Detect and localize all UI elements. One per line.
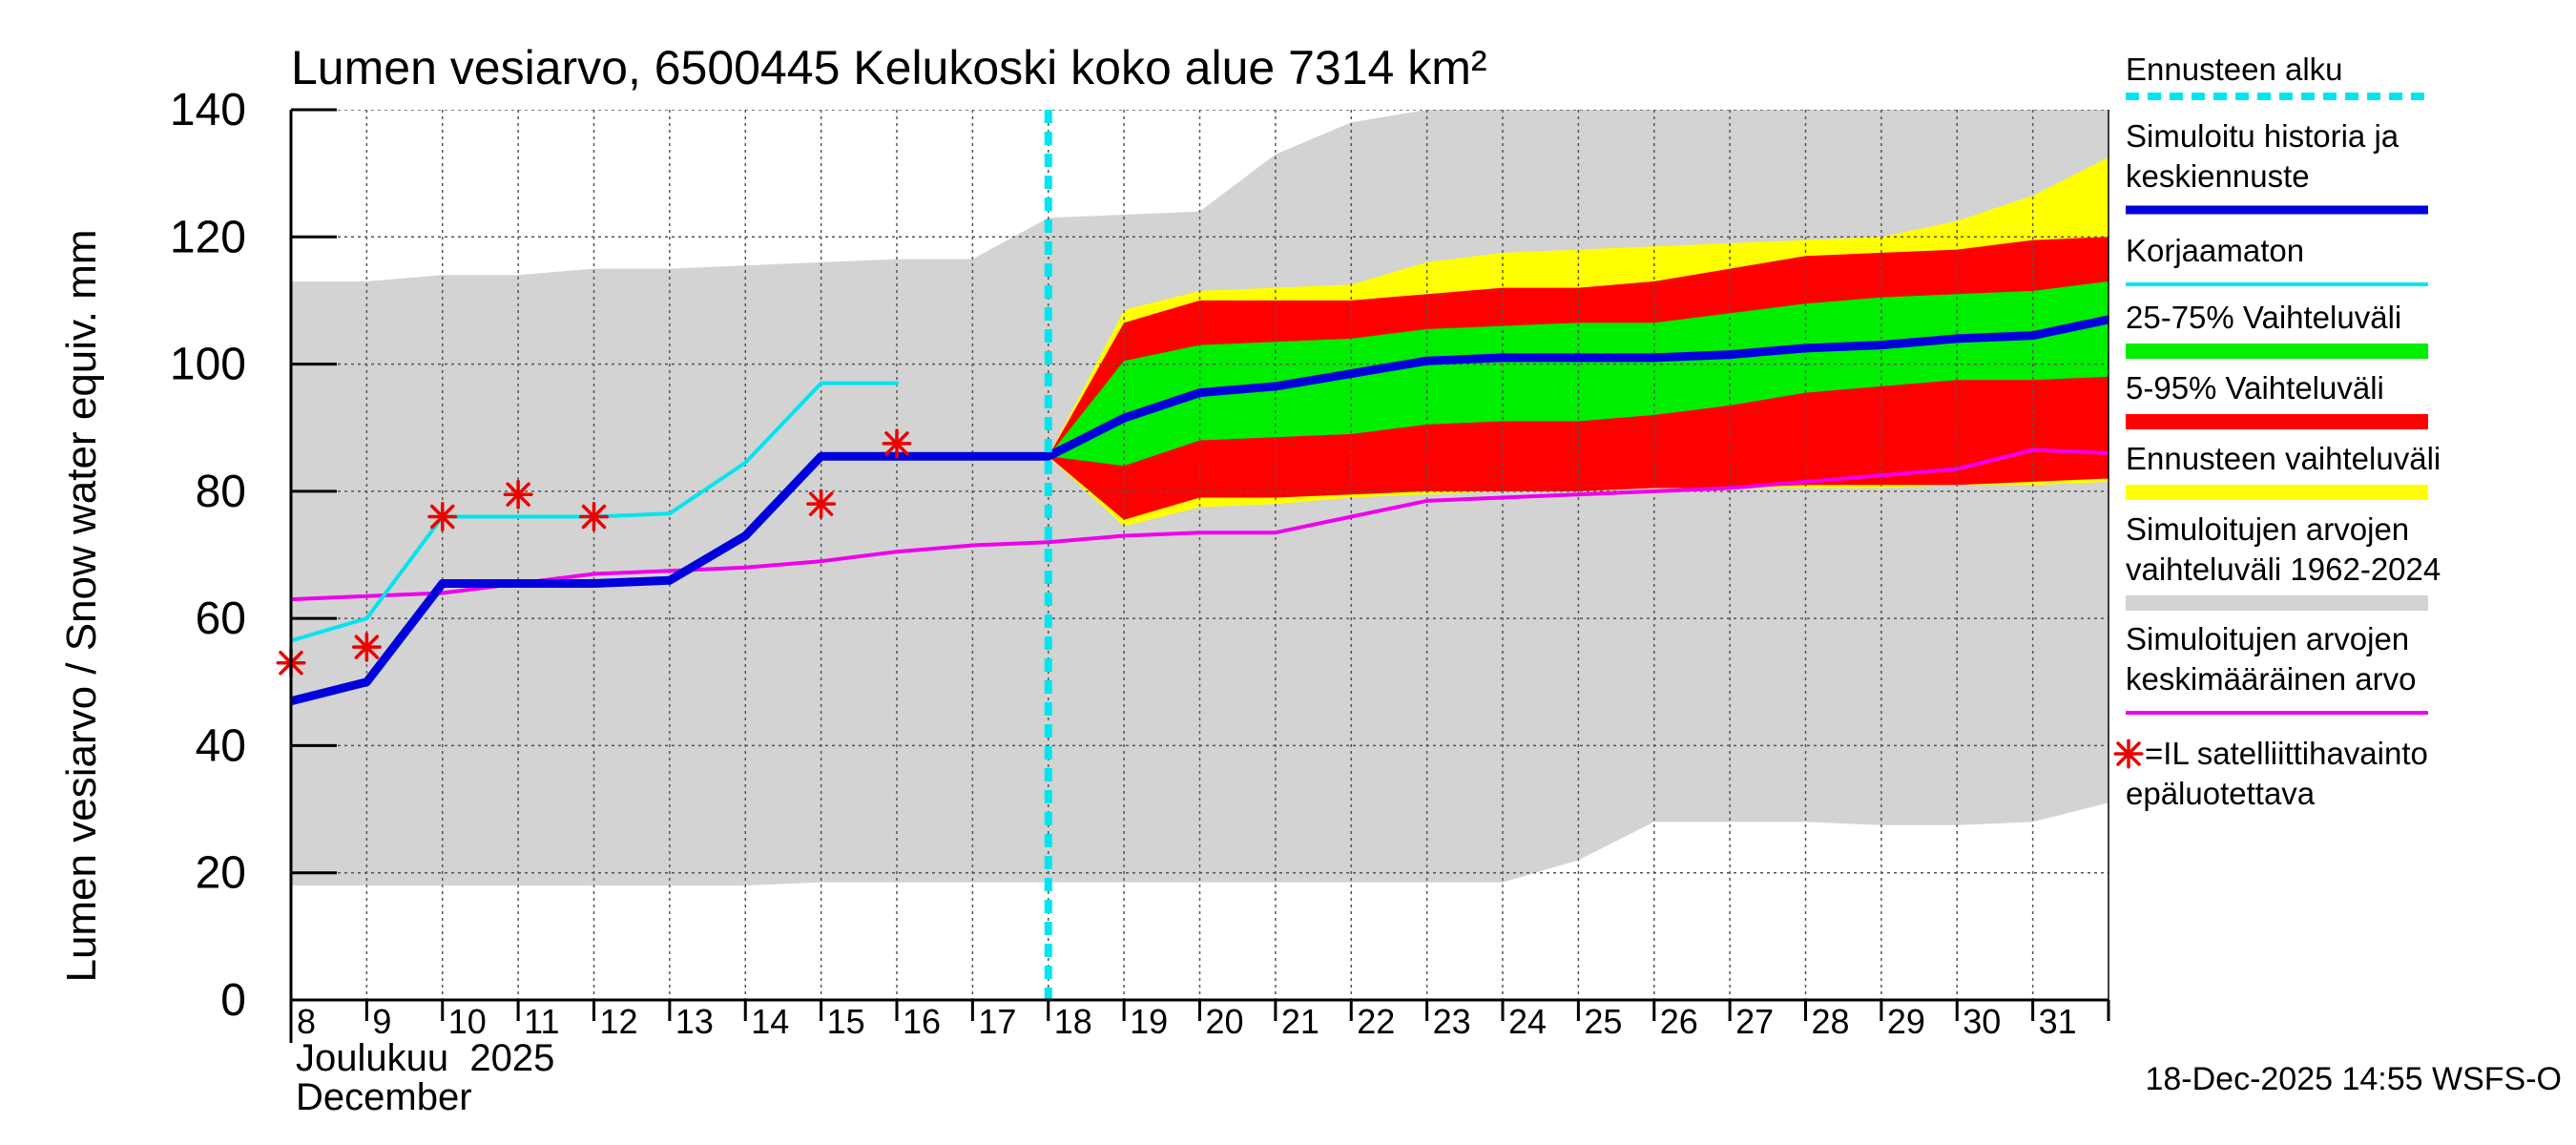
satellite-point (579, 502, 609, 532)
x-tick-label: 19 (1130, 1002, 1168, 1041)
legend-label: 25-75% Vaihteluväli (2126, 300, 2401, 335)
x-tick-label: 31 (2039, 1002, 2077, 1041)
legend-label: Ennusteen alku (2126, 52, 2343, 87)
y-tick-label: 0 (220, 975, 246, 1026)
legend-label: Simuloitujen arvojen (2126, 621, 2409, 656)
legend-entry: =IL satelliittihavainto epäluotettava (2113, 736, 2428, 811)
x-tick-label: 22 (1357, 1002, 1395, 1041)
x-tick-label: 20 (1206, 1002, 1244, 1041)
legend-label: vaihteluväli 1962-2024 (2126, 552, 2441, 587)
plot-area: 0 20 40 60 80 100 120 140 8 9 10 11 12 13 14 15 16 17 18 19… (170, 85, 2110, 1043)
x-axis-month-fi: Joulukuu 2025 (296, 1037, 554, 1079)
y-tick-label: 140 (170, 85, 246, 135)
legend-swatch (2126, 595, 2428, 611)
legend-star (2113, 739, 2144, 769)
x-tick-label: 15 (827, 1002, 865, 1041)
x-tick-label: 9 (372, 1002, 391, 1041)
x-tick-label: 23 (1433, 1002, 1471, 1041)
y-tick-label: 100 (170, 340, 246, 390)
legend-label: epäluotettava (2126, 776, 2316, 811)
legend-entry: Simuloitu historia ja keskiennuste (2126, 118, 2428, 215)
x-tick-label: 11 (524, 1002, 559, 1041)
footer-timestamp: 18-Dec-2025 14:55 WSFS-O (2145, 1061, 2562, 1097)
y-axis-label: Lumen vesiarvo / Snow water equiv. mm (58, 229, 105, 982)
legend-swatch (2126, 485, 2428, 500)
x-tick-label: 26 (1660, 1002, 1698, 1041)
legend-entry: 25-75% Vaihteluväli (2126, 300, 2428, 359)
legend-swatch (2126, 344, 2428, 359)
x-tick-label: 16 (903, 1002, 941, 1041)
x-tick-label: 28 (1812, 1002, 1850, 1041)
x-tick-label: 14 (751, 1002, 789, 1041)
legend-entry: Simuloitujen arvojen vaihteluväli 1962-20… (2126, 511, 2441, 611)
legend-label: Korjaamaton (2126, 233, 2304, 268)
x-tick-label: 8 (297, 1002, 316, 1041)
legend-swatch (2126, 414, 2428, 429)
x-tick-label: 24 (1508, 1002, 1547, 1041)
legend-label: =IL satelliittihavainto (2145, 736, 2428, 771)
legend-label: Simuloitu historia ja (2126, 118, 2399, 154)
legend-label: Simuloitujen arvojen (2126, 511, 2409, 547)
satellite-point (806, 489, 837, 519)
x-axis-month-en: December (296, 1076, 472, 1118)
legend-label: 5-95% Vaihteluväli (2126, 370, 2384, 406)
x-tick-label: 17 (978, 1002, 1016, 1041)
legend-entry: Ennusteen alku (2126, 52, 2428, 100)
legend-entry: Simuloitujen arvojen keskimääräinen arvo (2126, 621, 2428, 715)
legend-label: keskimääräinen arvo (2126, 661, 2416, 697)
x-tick-label: 21 (1281, 1002, 1319, 1041)
y-tick-label: 120 (170, 212, 246, 262)
satellite-point (351, 632, 382, 662)
x-tick-label: 12 (600, 1002, 638, 1041)
legend-label: Ennusteen vaihteluväli (2126, 441, 2441, 476)
legend-entry: Ennusteen vaihteluväli (2126, 441, 2441, 500)
x-tick-label: 18 (1054, 1002, 1092, 1041)
x-tick-label: 27 (1735, 1002, 1774, 1041)
simulated-line (291, 315, 2109, 706)
legend-label: keskiennuste (2126, 158, 2310, 194)
x-tick-label: 25 (1584, 1002, 1622, 1041)
plot-content (291, 110, 2109, 1000)
satellite-point (882, 428, 912, 459)
legend: Ennusteen alku Simuloitu historia ja keski… (2113, 52, 2441, 811)
chart-title: Lumen vesiarvo, 6500445 Kelukoski koko a… (291, 41, 1487, 94)
y-tick-label: 80 (196, 467, 246, 517)
y-tick-label: 60 (196, 593, 246, 644)
x-tick-label: 10 (448, 1002, 487, 1041)
satellite-point (503, 479, 533, 510)
legend-entry: Korjaamaton (2126, 233, 2428, 286)
p25-75-band (1048, 281, 2109, 467)
mean-line (291, 448, 2109, 602)
legend-entry: 5-95% Vaihteluväli (2126, 370, 2428, 429)
satellite-point (427, 502, 458, 532)
x-tick-label: 29 (1887, 1002, 1925, 1041)
x-tick-label: 30 (1963, 1002, 2001, 1041)
y-tick-label: 40 (196, 720, 246, 771)
x-tick-label: 13 (675, 1002, 714, 1041)
y-tick-label: 20 (196, 848, 246, 899)
